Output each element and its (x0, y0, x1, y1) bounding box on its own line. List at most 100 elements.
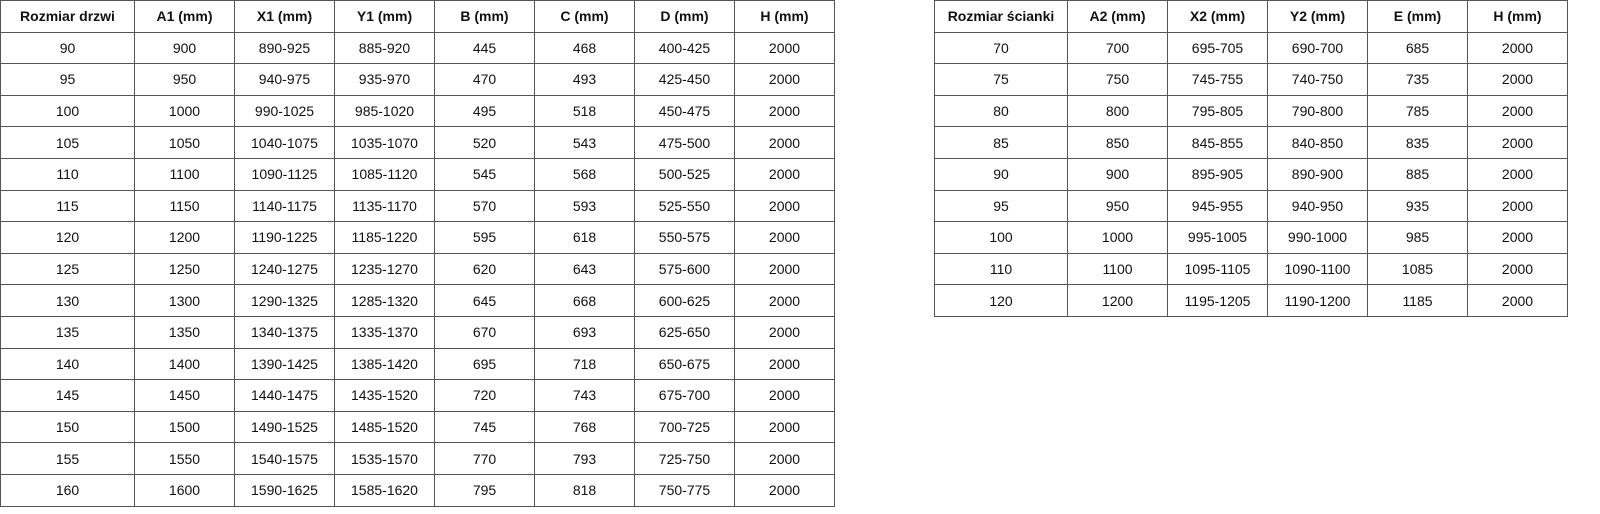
column-header: D (mm) (634, 0, 735, 33)
table-cell: 745 (434, 410, 535, 444)
column-header: C (mm) (534, 0, 635, 33)
table-cell: 2000 (734, 252, 835, 286)
table-cell: 695-705 (1167, 31, 1268, 65)
table-cell: 620 (434, 252, 535, 286)
table-cell: 575-600 (634, 252, 735, 286)
table-cell: 495 (434, 94, 535, 128)
table-cell: 150 (0, 410, 135, 444)
column-header: B (mm) (434, 0, 535, 33)
table-cell: 1390-1425 (234, 347, 335, 381)
table-row: 95 950 945-955 940-950 935 2000 (934, 189, 1568, 223)
table-cell: 625-650 (634, 315, 735, 349)
table-cell: 1050 (134, 126, 235, 159)
table-cell: 990-1000 (1267, 221, 1368, 254)
table-cell: 130 (0, 284, 135, 317)
table-cell: 550-575 (634, 221, 735, 254)
table-cell: 70 (934, 31, 1068, 65)
table-cell: 2000 (1467, 157, 1568, 191)
table-cell: 1135-1170 (334, 189, 435, 223)
table-cell: 145 (0, 379, 135, 412)
wall-size-table: Rozmiar ścianki A2 (mm) X2 (mm) Y2 (mm) E (m… (934, 0, 1568, 317)
table-cell: 593 (534, 189, 635, 223)
table-cell: 945-955 (1167, 189, 1268, 223)
table-cell: 1095-1105 (1167, 252, 1268, 286)
table-cell: 895-905 (1167, 157, 1268, 191)
table-cell: 750 (1067, 63, 1168, 96)
table-row: 100 1000 990-1025 985-1020 495 518 450-475 2000 (0, 94, 835, 128)
table-cell: 1385-1420 (334, 347, 435, 381)
table-cell: 1250 (134, 252, 235, 286)
table-row: 160 1600 1590-1625 1585-1620 795 818 750-775 20… (0, 473, 835, 507)
table-cell: 695 (434, 347, 535, 381)
table-cell: 1200 (134, 221, 235, 254)
table-cell: 618 (534, 221, 635, 254)
table-cell: 735 (1367, 63, 1468, 96)
column-header: A1 (mm) (134, 0, 235, 33)
table-cell: 1285-1320 (334, 284, 435, 317)
table-cell: 2000 (734, 126, 835, 159)
table-cell: 155 (0, 442, 135, 475)
table-cell: 950 (134, 63, 235, 96)
table-row: 145 1450 1440-1475 1435-1520 720 743 675-700 20… (0, 379, 835, 412)
table-cell: 2000 (734, 379, 835, 412)
table-cell: 1435-1520 (334, 379, 435, 412)
table-cell: 650-675 (634, 347, 735, 381)
table-cell: 110 (934, 252, 1068, 286)
table-cell: 2000 (734, 442, 835, 475)
table-cell: 1440-1475 (234, 379, 335, 412)
table-cell: 2000 (1467, 252, 1568, 286)
table-cell: 1400 (134, 347, 235, 381)
table-cell: 1100 (134, 157, 235, 191)
table-cell: 850 (1067, 126, 1168, 159)
table-cell: 110 (0, 157, 135, 191)
table-cell: 990-1025 (234, 94, 335, 128)
table-cell: 1340-1375 (234, 315, 335, 349)
table-cell: 1485-1520 (334, 410, 435, 444)
table-cell: 1600 (134, 473, 235, 507)
table-cell: 840-850 (1267, 126, 1368, 159)
table-cell: 425-450 (634, 63, 735, 96)
table-cell: 95 (0, 63, 135, 96)
table-cell: 900 (1067, 157, 1168, 191)
table-cell: 100 (934, 221, 1068, 254)
table-cell: 793 (534, 442, 635, 475)
table-cell: 2000 (1467, 189, 1568, 223)
table-cell: 1450 (134, 379, 235, 412)
table-cell: 1185-1220 (334, 221, 435, 254)
table-cell: 2000 (734, 473, 835, 507)
table-cell: 890-900 (1267, 157, 1368, 191)
table-cell: 950 (1067, 189, 1168, 223)
table-cell: 1535-1570 (334, 442, 435, 475)
table-cell: 1085-1120 (334, 157, 435, 191)
table-row: 90 900 895-905 890-900 885 2000 (934, 157, 1568, 191)
table-row: 130 1300 1290-1325 1285-1320 645 668 600-625 20… (0, 284, 835, 317)
column-header: Rozmiar drzwi (0, 0, 135, 33)
table-cell: 2000 (734, 284, 835, 317)
table-cell: 940-950 (1267, 189, 1368, 223)
table-cell: 725-750 (634, 442, 735, 475)
table-cell: 1000 (1067, 221, 1168, 254)
table-cell: 745-755 (1167, 63, 1268, 96)
table-cell: 475-500 (634, 126, 735, 159)
table-cell: 525-550 (634, 189, 735, 223)
table-cell: 750-775 (634, 473, 735, 507)
column-header: H (mm) (734, 0, 835, 33)
table-cell: 135 (0, 315, 135, 349)
table-row: 115 1150 1140-1175 1135-1170 570 593 525-550 20… (0, 189, 835, 223)
table-cell: 1040-1075 (234, 126, 335, 159)
table-row: 85 850 845-855 840-850 835 2000 (934, 126, 1568, 159)
table-cell: 160 (0, 473, 135, 507)
table-cell: 2000 (1467, 284, 1568, 317)
table-cell: 115 (0, 189, 135, 223)
table-cell: 468 (534, 31, 635, 65)
table-cell: 718 (534, 347, 635, 381)
table-cell: 785 (1367, 94, 1468, 128)
table-cell: 845-855 (1167, 126, 1268, 159)
table-cell: 675-700 (634, 379, 735, 412)
table-cell: 95 (934, 189, 1068, 223)
table-cell: 85 (934, 126, 1068, 159)
table-cell: 1235-1270 (334, 252, 435, 286)
table-cell: 493 (534, 63, 635, 96)
table-cell: 2000 (734, 315, 835, 349)
table-cell: 120 (934, 284, 1068, 317)
